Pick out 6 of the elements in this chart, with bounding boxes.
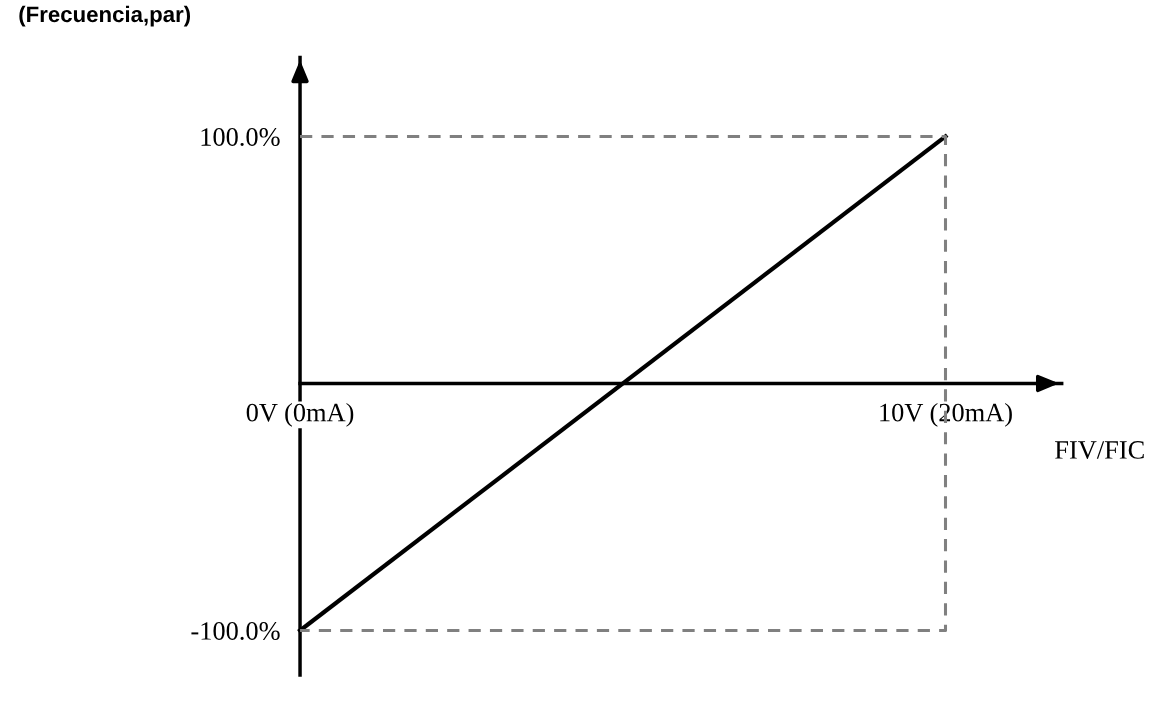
- x-tick-label: 0V (0mA): [246, 402, 354, 427]
- y-axis-title: (Frecuencia,par): [19, 5, 191, 27]
- y-tick-label: 100.0%: [201, 128, 280, 147]
- y-tick-label: -100.0%: [191, 622, 280, 640]
- x-axis-title: FIV/FIC: [1055, 441, 1144, 459]
- x-tick-label: 10V (20mA): [880, 402, 1012, 427]
